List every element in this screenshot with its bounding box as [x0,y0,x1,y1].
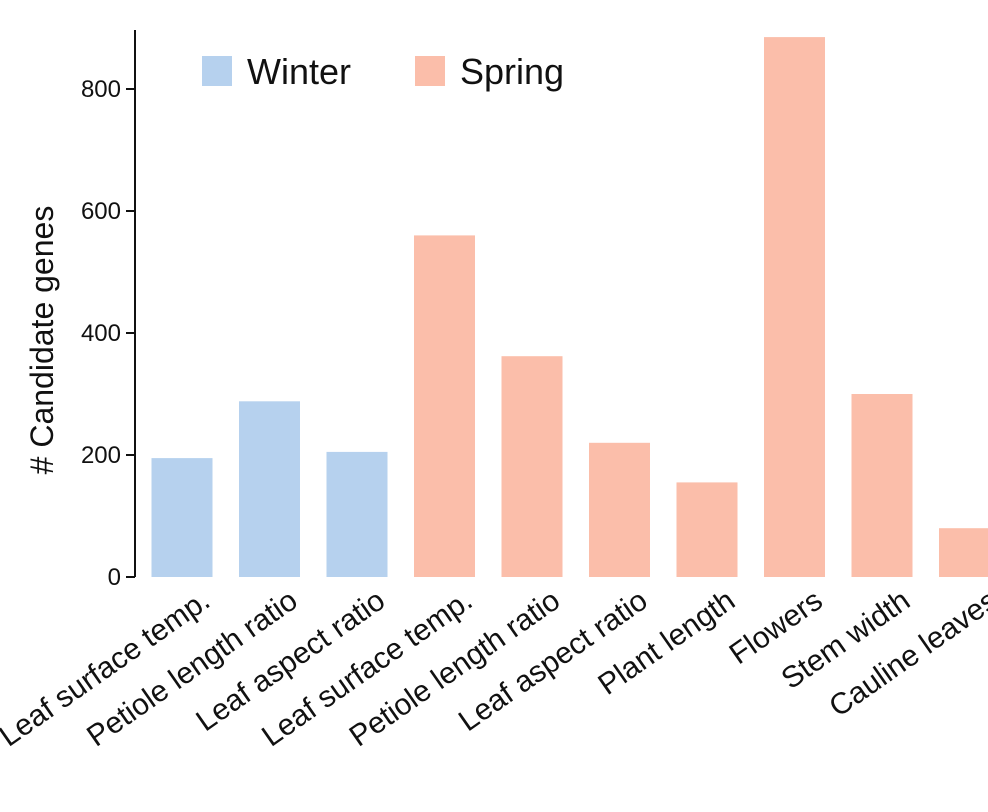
y-axis: 0 200 400 600 800 [81,30,136,591]
legend-swatch-spring [415,56,445,86]
y-tick-label: 400 [81,320,121,347]
legend-label-spring: Spring [460,51,564,92]
y-tick-label: 0 [108,564,121,591]
bar-spring [939,528,988,577]
bar-spring [414,235,475,577]
bar-winter [239,401,300,577]
bar-winter [151,458,213,577]
bar-spring [676,482,738,577]
y-tick-label: 600 [81,198,121,225]
bar-winter [326,451,388,577]
bar-spring [501,356,563,577]
bar-spring [589,442,650,577]
legend-swatch-winter [202,56,232,86]
bar-spring [764,37,825,578]
y-tick-label: 200 [81,442,121,469]
category-labels: Leaf surface temp.Petiole length ratioLe… [0,584,988,754]
y-tick-label: 800 [81,76,121,103]
y-axis-label: # Candidate genes [24,206,60,475]
legend-label-winter: Winter [247,51,351,92]
legend: Winter Spring [202,51,564,92]
bar-spring [851,394,913,577]
bars [151,37,988,578]
